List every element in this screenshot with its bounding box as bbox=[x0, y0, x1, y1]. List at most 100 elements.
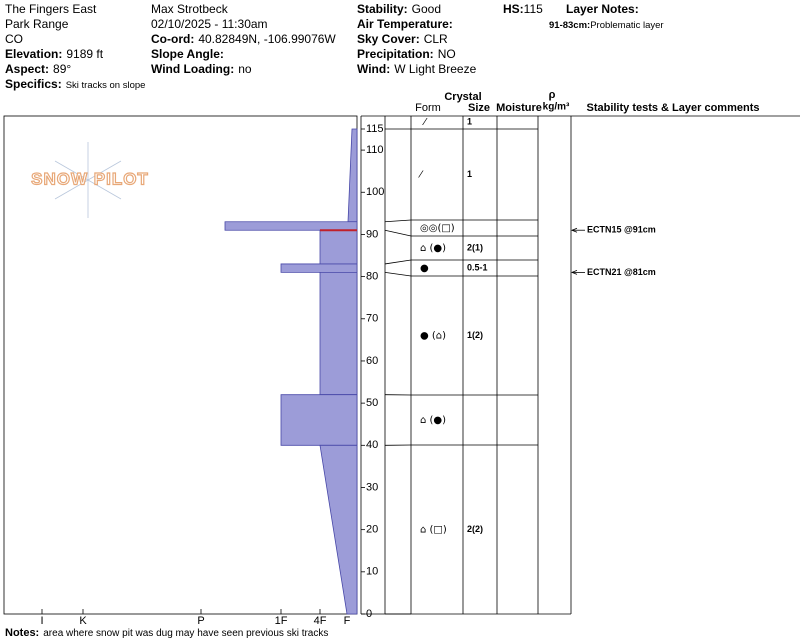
hardness-tick-label: 1F bbox=[275, 615, 288, 627]
column-header: ρ bbox=[549, 89, 556, 101]
depth-tick-label: 90 bbox=[366, 228, 378, 240]
field-value: 9189 ft bbox=[66, 47, 103, 61]
field-value: Max Strotbeck bbox=[151, 2, 229, 16]
field-label: Wind Loading: bbox=[151, 62, 234, 76]
hardness-bar bbox=[319, 229, 358, 265]
field-label: Aspect: bbox=[5, 62, 49, 76]
hardness-tick-label: F bbox=[344, 615, 351, 627]
field-value: 02/10/2025 - 11:30am bbox=[151, 17, 268, 31]
depth-tick-label: 70 bbox=[366, 313, 378, 325]
header-field: Air Temperature: bbox=[357, 17, 453, 31]
hardness-bar bbox=[224, 221, 358, 231]
column-header: Size bbox=[468, 102, 490, 114]
field-value: The Fingers East bbox=[5, 2, 97, 16]
field-label: Co-ord: bbox=[151, 32, 194, 46]
field-value: 40.82849N, -106.99076W bbox=[198, 32, 336, 46]
hardness-tick-label: I bbox=[40, 615, 43, 627]
depth-tick-label: 20 bbox=[366, 524, 378, 536]
crystal-size: 2(1) bbox=[467, 242, 483, 252]
layer-note: 91-83cm:Problematic layer bbox=[549, 20, 664, 31]
header-field: Specifics: Ski tracks on slope bbox=[5, 77, 145, 91]
hardness-tick-label: 4F bbox=[314, 615, 327, 627]
header-field: CO bbox=[5, 32, 23, 46]
layer-notes-title: Layer Notes: bbox=[566, 2, 639, 16]
crystal-size: 0.5-1 bbox=[467, 262, 488, 272]
field-value: 89° bbox=[53, 62, 71, 76]
crystal-size: 1 bbox=[467, 116, 472, 126]
logo-text: SNOW PILOT bbox=[31, 169, 149, 188]
note-label: 91-83cm: bbox=[549, 20, 590, 31]
column-header: Stability tests & Layer comments bbox=[586, 102, 759, 114]
hardness-bar bbox=[319, 444, 358, 615]
notes: Notes: area where snow pit was dug may ha… bbox=[5, 627, 328, 639]
field-value: Ski tracks on slope bbox=[66, 80, 146, 91]
field-label: Slope Angle: bbox=[151, 47, 224, 61]
column-header: Form bbox=[415, 102, 441, 114]
header-field: HS:115 bbox=[503, 2, 543, 16]
field-label: Stability: bbox=[357, 2, 408, 16]
header-field: 02/10/2025 - 11:30am bbox=[151, 17, 268, 31]
hardness-tick-label: K bbox=[79, 615, 87, 627]
depth-tick-label: 115 bbox=[366, 123, 384, 135]
column-header: Crystal bbox=[444, 91, 481, 103]
layer-connector bbox=[384, 219, 412, 223]
crystal-form: ● (⌂) bbox=[420, 331, 446, 342]
hardness-frame bbox=[3, 115, 358, 615]
header-field: Stability: Good bbox=[357, 2, 441, 16]
header-field: Slope Angle: bbox=[151, 47, 224, 61]
hardness-tick-label: P bbox=[197, 615, 204, 627]
field-value: W Light Breeze bbox=[394, 62, 476, 76]
field-value: CO bbox=[5, 32, 23, 46]
field-label: Air Temperature: bbox=[357, 17, 453, 31]
field-value: 115 bbox=[524, 2, 543, 16]
layer-connector bbox=[384, 271, 412, 277]
field-value: Good bbox=[412, 2, 441, 16]
header-field: Elevation: 9189 ft bbox=[5, 47, 104, 61]
header-field: Sky Cover: CLR bbox=[357, 32, 448, 46]
hardness-bar bbox=[280, 394, 358, 446]
crystal-form: ⁄ bbox=[418, 170, 424, 181]
layer-connector bbox=[384, 229, 412, 237]
crystal-size: 2(2) bbox=[467, 524, 483, 534]
depth-tick-label: 110 bbox=[366, 144, 384, 156]
test-label: ECTN15 @91cm bbox=[587, 225, 656, 235]
crystal-size: 1(2) bbox=[467, 330, 483, 340]
crystal-form: ⌂ (●) bbox=[420, 243, 446, 254]
note-value: Problematic layer bbox=[590, 20, 663, 31]
arrow-head bbox=[570, 270, 578, 275]
field-label: Sky Cover: bbox=[357, 32, 420, 46]
field-value: CLR bbox=[424, 32, 448, 46]
crystal-form: ● bbox=[420, 263, 429, 274]
depth-tick-label: 100 bbox=[366, 186, 384, 198]
header-field: Park Range bbox=[5, 17, 69, 31]
header-field: Max Strotbeck bbox=[151, 2, 229, 16]
crystal-form: ⌂ (□) bbox=[420, 525, 447, 536]
depth-tick-label: 30 bbox=[366, 481, 378, 493]
crystal-form: ⌂ (●) bbox=[420, 415, 446, 426]
field-label: Wind: bbox=[357, 62, 390, 76]
crystal-size: 1 bbox=[467, 169, 472, 179]
logo bbox=[54, 142, 122, 218]
test-label: ECTN21 @81cm bbox=[587, 267, 656, 277]
header-field: The Fingers East bbox=[5, 2, 97, 16]
depth-tick-label: 50 bbox=[366, 397, 378, 409]
field-label: Elevation: bbox=[5, 47, 62, 61]
notes-value: area where snow pit was dug may have see… bbox=[43, 628, 328, 639]
header-field: Wind Loading: no bbox=[151, 62, 252, 76]
hardness-bar bbox=[280, 263, 358, 273]
hardness-bar bbox=[347, 128, 358, 223]
field-label: HS: bbox=[503, 2, 524, 16]
crystal-form: ◎◎(□) bbox=[420, 223, 455, 234]
field-label: Specifics: bbox=[5, 77, 62, 91]
field-label: Precipitation: bbox=[357, 47, 434, 61]
depth-tick-label: 60 bbox=[366, 355, 378, 367]
header-field: Precipitation: NO bbox=[357, 47, 456, 61]
hardness-bar bbox=[319, 271, 358, 396]
field-value: no bbox=[238, 62, 252, 76]
header-field: Aspect: 89° bbox=[5, 62, 71, 76]
depth-tick-label: 80 bbox=[366, 271, 378, 283]
header-field: Wind: W Light Breeze bbox=[357, 62, 477, 76]
depth-tick-label: 10 bbox=[366, 566, 378, 578]
header-field: Co-ord: 40.82849N, -106.99076W bbox=[151, 32, 336, 46]
